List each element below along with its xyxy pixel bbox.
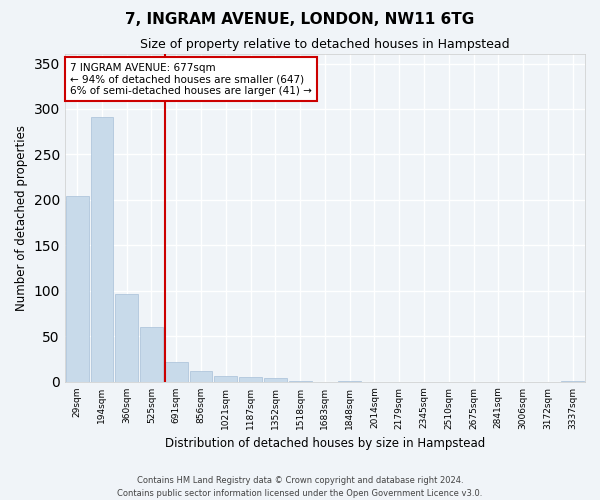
Text: 7 INGRAM AVENUE: 677sqm
← 94% of detached houses are smaller (647)
6% of semi-de: 7 INGRAM AVENUE: 677sqm ← 94% of detache… (70, 62, 312, 96)
Bar (91, 117, 113, 382)
Bar (561, 381, 584, 382)
Bar (338, 381, 361, 382)
Bar (264, 378, 287, 382)
Bar (140, 327, 163, 382)
Text: 7, INGRAM AVENUE, LONDON, NW11 6TG: 7, INGRAM AVENUE, LONDON, NW11 6TG (125, 12, 475, 28)
Bar (115, 294, 138, 382)
Bar (190, 371, 212, 382)
X-axis label: Distribution of detached houses by size in Hampstead: Distribution of detached houses by size … (165, 437, 485, 450)
Y-axis label: Number of detached properties: Number of detached properties (15, 125, 28, 311)
Bar (289, 381, 311, 382)
Bar (66, 196, 89, 382)
Bar (239, 377, 262, 382)
Bar (165, 362, 188, 382)
Title: Size of property relative to detached houses in Hampstead: Size of property relative to detached ho… (140, 38, 510, 51)
Text: Contains HM Land Registry data © Crown copyright and database right 2024.
Contai: Contains HM Land Registry data © Crown c… (118, 476, 482, 498)
Bar (214, 376, 237, 382)
